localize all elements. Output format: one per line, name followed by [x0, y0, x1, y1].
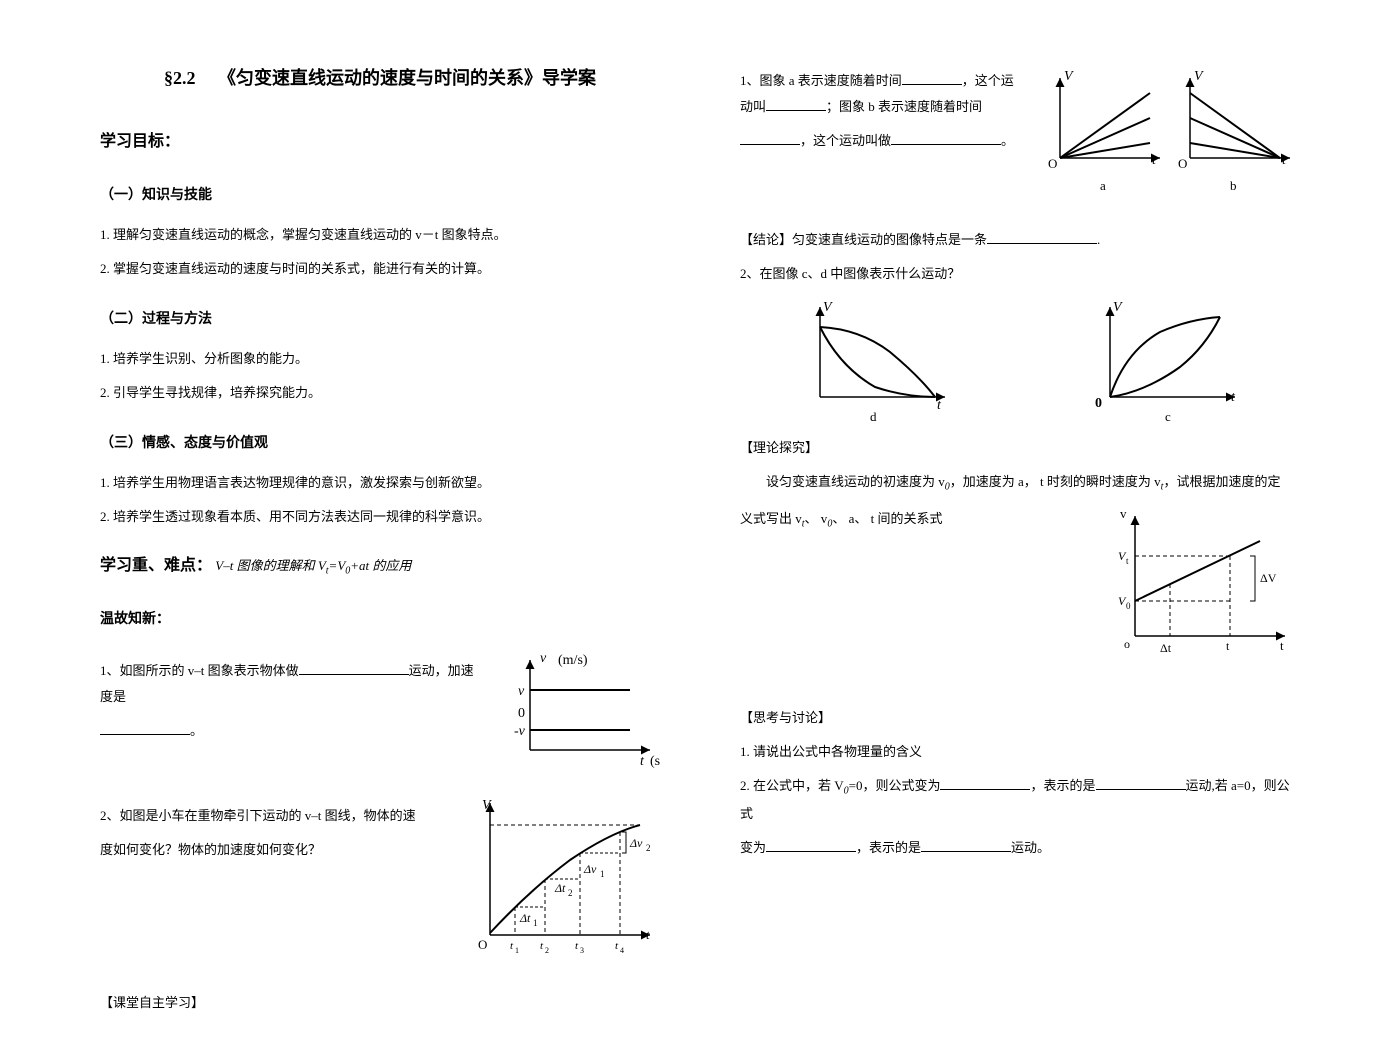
svg-text:V: V: [1064, 69, 1074, 84]
svg-text:O: O: [1048, 156, 1057, 171]
svg-text:t: t: [1126, 556, 1129, 566]
left-column: §2.2 《匀变速直线运动的速度与时间的关系》导学案 学习目标： （一）知识与技…: [100, 60, 660, 1024]
svg-text:0: 0: [1126, 601, 1131, 611]
svg-text:d: d: [870, 409, 877, 424]
svg-text:t: t: [640, 754, 645, 769]
subsection-1: （一）知识与技能: [100, 182, 660, 210]
vt-graph-c-d: V t d V 0 t c: [740, 297, 1300, 427]
svg-text:Δv: Δv: [629, 836, 643, 850]
svg-text:t: t: [615, 940, 619, 952]
think-2b: 变为，表示的是运动。: [740, 835, 1300, 861]
svg-text:a: a: [1100, 178, 1106, 193]
svg-text:b: b: [1230, 178, 1237, 193]
vt-graph-horizontal-lines: v (m/s) v -v 0 t (s): [500, 650, 660, 779]
question-2: 2、在图像 c、d 中图像表示什么运动？: [740, 261, 1300, 287]
section-review: 温故知新：: [100, 606, 660, 634]
conclusion: 【结论】匀变速直线运动的图像特点是一条.: [740, 227, 1300, 253]
svg-text:t: t: [575, 940, 579, 952]
keys-line: 学习重、难点： V–t 图像的理解和 Vt=V0+at 的应用: [100, 550, 660, 582]
section-theory: 【理论探究】: [740, 435, 1300, 461]
theory-text: 设匀变速直线运动的初速度为 v0，加速度为 a， t 时刻的瞬时速度为 vt，试…: [740, 469, 1300, 498]
section-class: 【课堂自主学习】: [100, 990, 660, 1016]
svg-text:O: O: [478, 937, 487, 952]
svg-text:2: 2: [545, 946, 549, 955]
svg-text:t: t: [1152, 153, 1157, 168]
svg-text:-v: -v: [514, 724, 526, 739]
svg-text:t: t: [510, 940, 514, 952]
svg-text:t: t: [1231, 390, 1236, 405]
svg-text:o: o: [1124, 637, 1130, 651]
svg-text:Δt: Δt: [1160, 641, 1172, 655]
svg-text:t: t: [937, 398, 942, 413]
svg-text:v: v: [540, 651, 547, 666]
section-goals: 学习目标：: [100, 126, 660, 158]
right-column: V O t a V O t b 1、图象 a 表示速度随着时间，这个运动叫；图象…: [740, 60, 1300, 1024]
vt-graph-delta: ΔV Vt V0 v o t t Δt: [1100, 506, 1300, 675]
item-3-2: 2. 培养学生透过现象看本质、用不同方法表达同一规律的科学意识。: [100, 504, 660, 530]
vt-graph-curve-increments: Δv2 Δv1 Δt2 Δt1 V O t t1 t2 t3 t4: [460, 795, 660, 974]
theory-row2: ΔV Vt V0 v o t t Δt 义式写出 vt、 v0、 a、 t 间的…: [740, 506, 1300, 675]
review-2: 2、如图是小车在重物牵引下运动的 v–t 图线，物体的速 度如何变化？物体的加速…: [100, 795, 660, 974]
svg-text:0: 0: [518, 706, 525, 721]
svg-text:1: 1: [600, 869, 605, 879]
svg-text:0: 0: [1095, 396, 1102, 411]
svg-text:t: t: [540, 940, 544, 952]
svg-text:1: 1: [533, 918, 538, 928]
svg-text:2: 2: [646, 843, 651, 853]
svg-text:Δv: Δv: [583, 862, 597, 876]
svg-text:Δt: Δt: [519, 911, 531, 925]
review-1: 1、如图所示的 v–t 图象表示物体做运动，加速度是 。 v (m/s) v -…: [100, 650, 660, 779]
item-2-2: 2. 引导学生寻找规律，培养探究能力。: [100, 380, 660, 406]
svg-text:2: 2: [568, 888, 573, 898]
svg-text:4: 4: [620, 946, 624, 955]
item-1-2: 2. 掌握匀变速直线运动的速度与时间的关系式，能进行有关的计算。: [100, 256, 660, 282]
svg-text:3: 3: [580, 946, 584, 955]
svg-text:(m/s): (m/s): [558, 653, 588, 668]
svg-text:Δt: Δt: [554, 881, 566, 895]
svg-text:t: t: [1280, 638, 1284, 653]
svg-text:v: v: [518, 684, 525, 699]
think-2a: 2. 在公式中，若 V0=0，则公式变为，表示的是运动,若 a=0，则公式: [740, 773, 1300, 828]
svg-text:t: t: [1282, 153, 1287, 168]
svg-text:V: V: [482, 798, 492, 813]
svg-text:1: 1: [515, 946, 519, 955]
svg-text:V: V: [1113, 300, 1123, 315]
svg-text:c: c: [1165, 409, 1171, 424]
svg-text:t: t: [646, 927, 650, 942]
svg-text:O: O: [1178, 156, 1187, 171]
think-1: 1. 请说出公式中各物理量的含义: [740, 739, 1300, 765]
svg-text:t: t: [1226, 639, 1230, 653]
item-2-1: 1. 培养学生识别、分析图象的能力。: [100, 346, 660, 372]
section-think: 【思考与讨论】: [740, 705, 1300, 731]
subsection-3: （三）情感、态度与价值观: [100, 430, 660, 458]
item-1-1: 1. 理解匀变速直线运动的概念，掌握匀变速直线运动的 v－t 图象特点。: [100, 222, 660, 248]
svg-text:V: V: [823, 300, 833, 315]
svg-text:V: V: [1194, 69, 1204, 84]
subsection-2: （二）过程与方法: [100, 306, 660, 334]
item-3-1: 1. 培养学生用物理语言表达物理规律的意识，激发探索与创新欲望。: [100, 470, 660, 496]
svg-text:ΔV: ΔV: [1260, 571, 1277, 585]
svg-text:(s): (s): [650, 754, 660, 769]
doc-title: §2.2 《匀变速直线运动的速度与时间的关系》导学案: [100, 60, 660, 96]
question-1: V O t a V O t b 1、图象 a 表示速度随着时间，这个运动叫；图象…: [740, 68, 1300, 207]
vt-graph-a-b: V O t a V O t b: [1040, 68, 1300, 207]
svg-text:v: v: [1120, 506, 1127, 521]
